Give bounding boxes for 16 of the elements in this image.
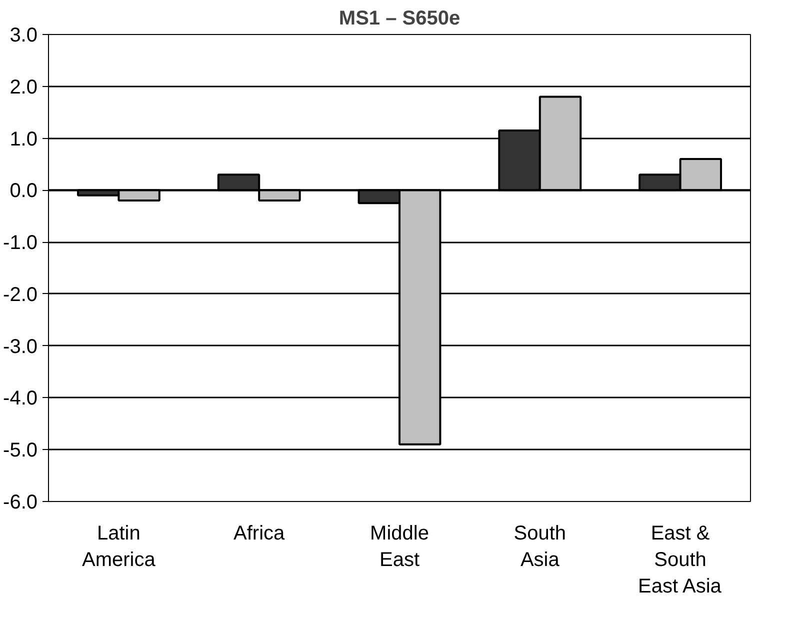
y-tick-label: 2.0: [10, 76, 38, 98]
x-tick-label: South Asia: [514, 522, 566, 571]
y-tick-label: 0.0: [10, 180, 38, 202]
chart-title: MS1 – S650e: [338, 8, 460, 30]
y-tick-label: -5.0: [3, 440, 38, 462]
y-tick-label: 1.0: [10, 128, 38, 150]
y-tick-label: -4.0: [3, 388, 38, 410]
x-tick-label: Middle East: [370, 522, 429, 571]
y-tick-label: -2.0: [3, 284, 38, 306]
y-tick-label: -3.0: [3, 336, 38, 358]
y-tick-label: 3.0: [10, 24, 38, 46]
x-tick-label: East & South East Asia: [638, 522, 722, 598]
y-tick-label: -1.0: [3, 232, 38, 254]
x-tick-label: Africa: [234, 522, 286, 544]
y-tick-label: -6.0: [3, 492, 38, 514]
x-tick-label: Latin America: [82, 522, 156, 571]
